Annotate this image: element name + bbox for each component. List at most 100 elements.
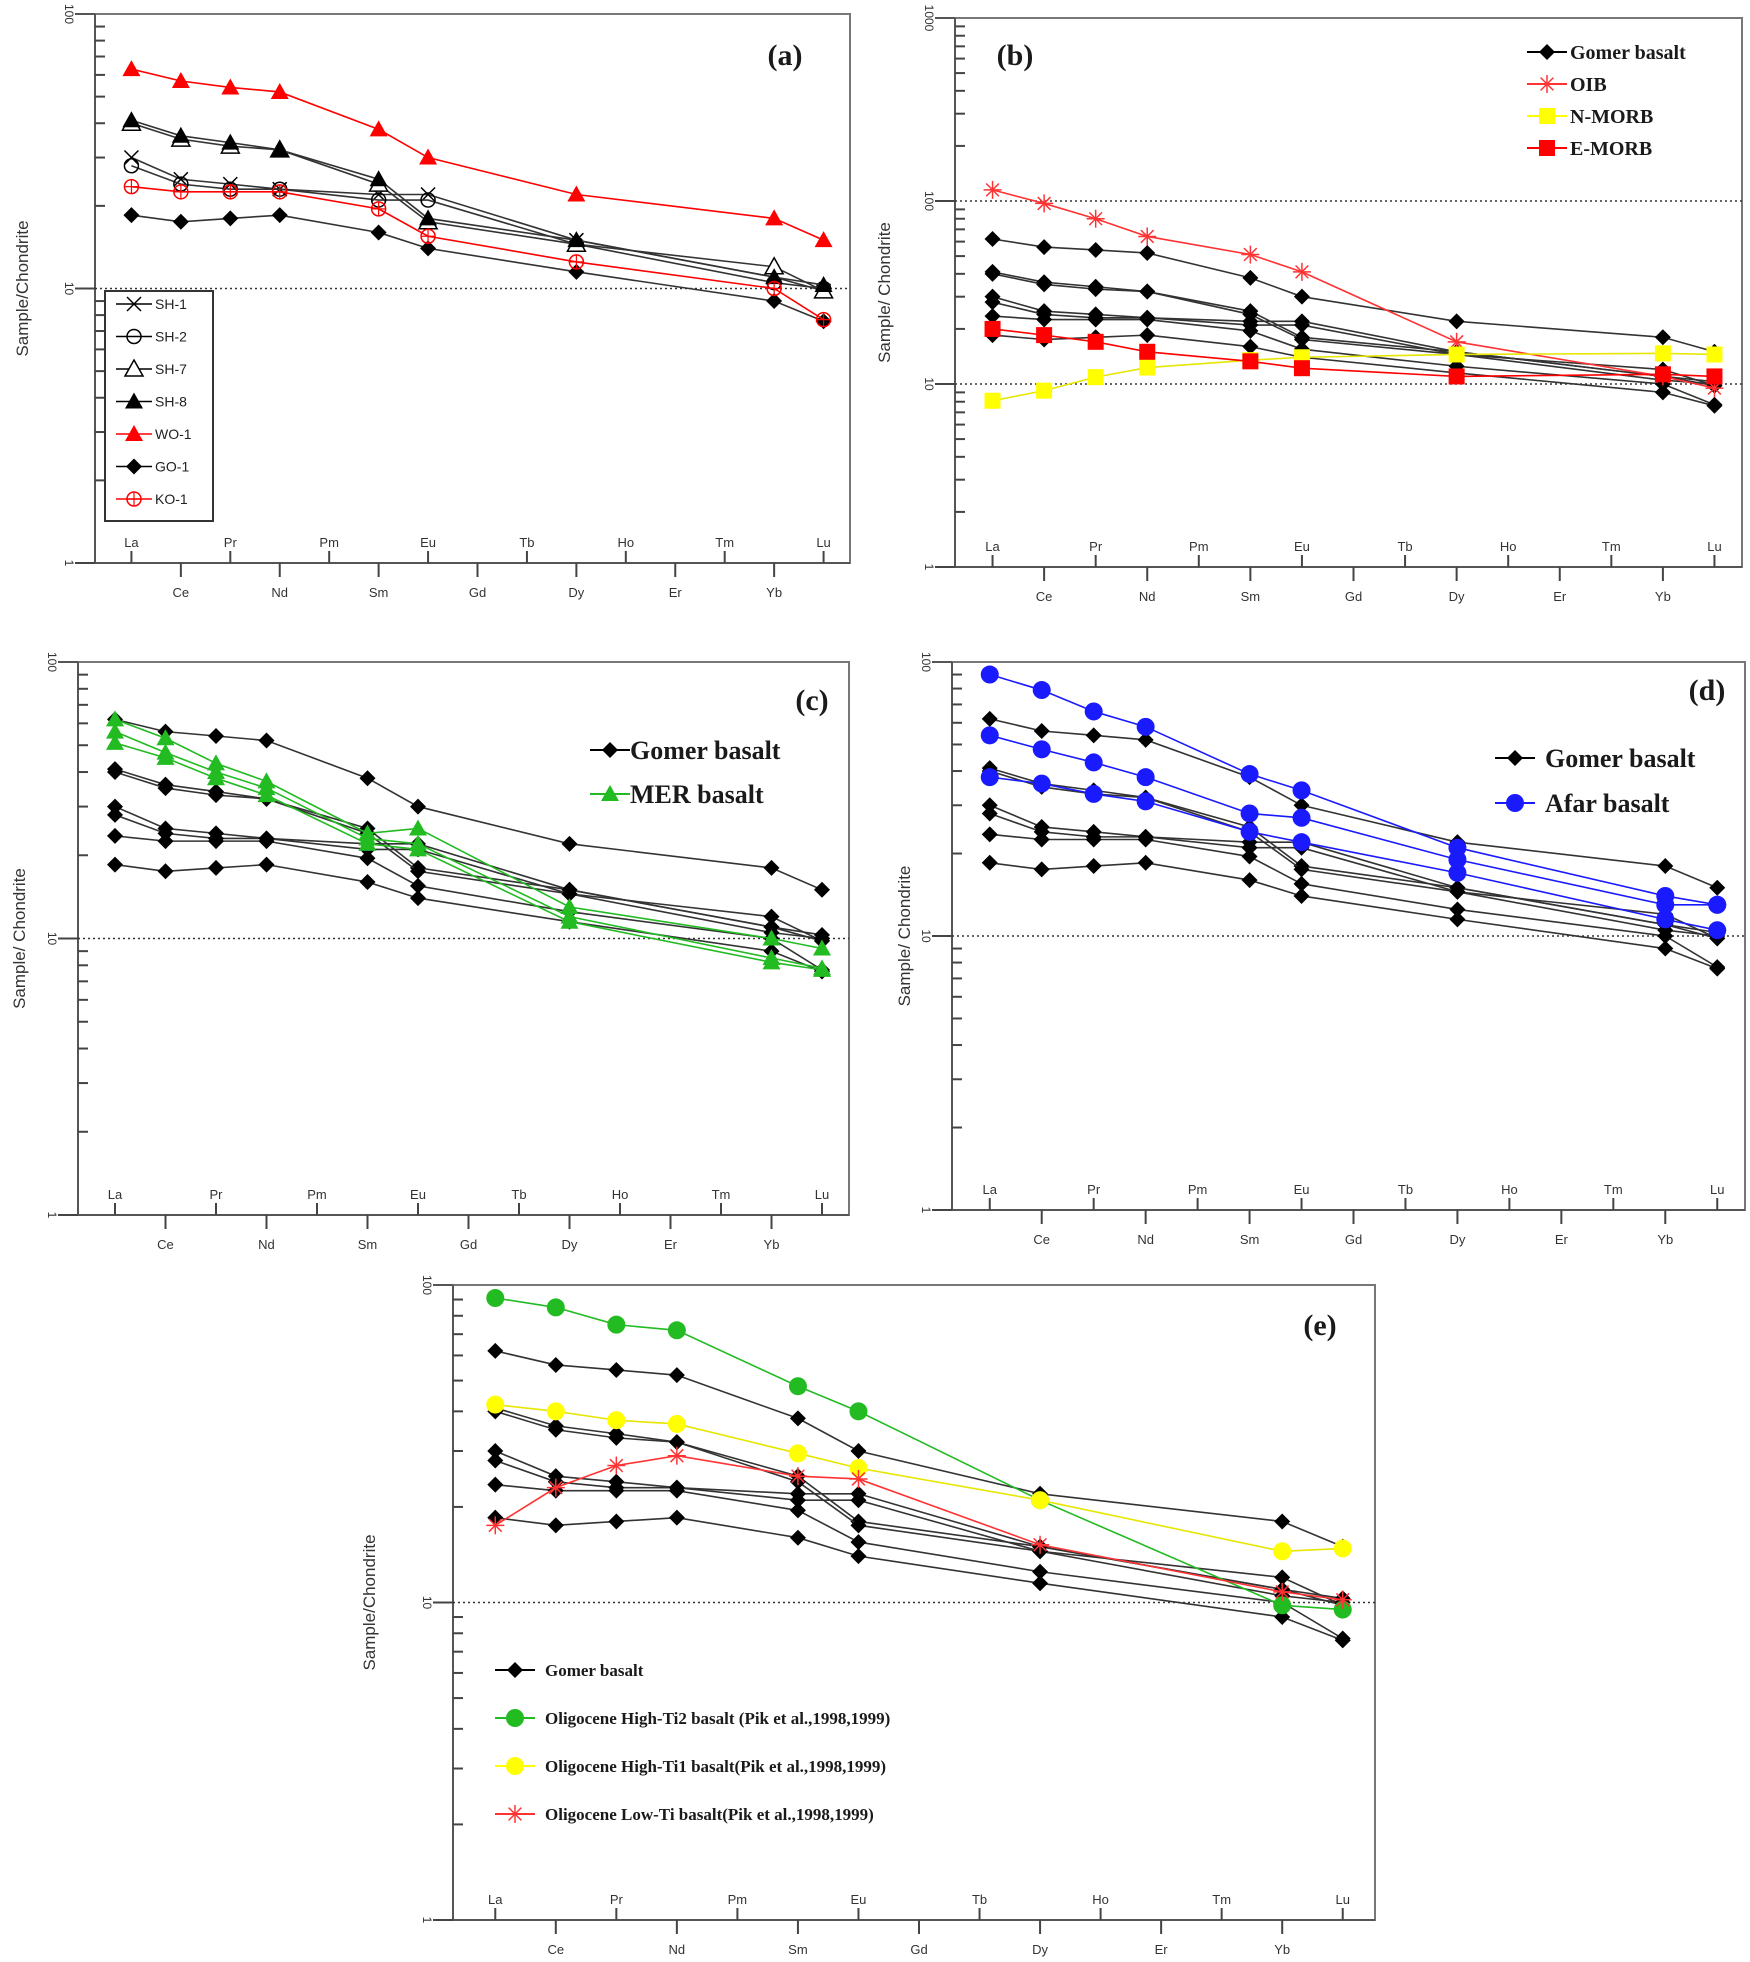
data-point bbox=[270, 140, 289, 157]
data-point bbox=[1087, 333, 1104, 350]
data-point bbox=[608, 1482, 625, 1499]
chart-panel-c: 1 10 100 La Ce Pr Nd Pm Sm Eu Gd Tb Dy Ho Er Tm Yb Lu Samp… bbox=[10, 652, 850, 1252]
data-point bbox=[420, 192, 436, 208]
data-point bbox=[271, 207, 288, 224]
x-tick-label: Er bbox=[1553, 589, 1567, 604]
series-line bbox=[114, 863, 823, 973]
x-tick-label: Er bbox=[664, 1237, 678, 1252]
data-point bbox=[766, 293, 783, 310]
series-line bbox=[131, 214, 824, 322]
legend-item: GO-1 bbox=[116, 458, 189, 475]
data-point bbox=[1657, 928, 1674, 944]
series-gomer-basalt bbox=[981, 854, 1726, 977]
data-point bbox=[123, 158, 140, 174]
data-point bbox=[1031, 1535, 1050, 1554]
data-point bbox=[487, 1342, 504, 1359]
x-tick-label: Tb bbox=[972, 1892, 987, 1907]
data-point bbox=[1708, 895, 1727, 914]
data-point bbox=[271, 184, 288, 200]
data-point bbox=[1273, 1596, 1292, 1615]
legend-label: SH-7 bbox=[155, 361, 187, 377]
data-point bbox=[1292, 781, 1311, 800]
data-point bbox=[1242, 322, 1259, 339]
legend-item: SH-1 bbox=[116, 296, 187, 312]
x-tick-label: Ce bbox=[547, 1942, 564, 1957]
y-tick-label: 100 bbox=[922, 191, 936, 211]
x-tick-label: Ce bbox=[1036, 589, 1053, 604]
data-point bbox=[123, 149, 139, 166]
data-point bbox=[1292, 833, 1311, 852]
data-point bbox=[1706, 397, 1723, 414]
legend-label: E-MORB bbox=[1570, 138, 1652, 160]
legend-marker-icon bbox=[506, 1805, 524, 1823]
series-gomer-basalt bbox=[981, 826, 1726, 976]
y-tick-label: 1000 bbox=[922, 5, 936, 32]
data-point bbox=[1242, 269, 1259, 286]
data-point bbox=[1293, 331, 1310, 348]
data-point bbox=[1708, 921, 1727, 940]
legend-marker-icon bbox=[1538, 75, 1556, 93]
data-point bbox=[105, 733, 124, 750]
data-point bbox=[984, 265, 1001, 282]
x-tick-label: Er bbox=[1155, 1942, 1169, 1957]
data-point bbox=[1448, 863, 1467, 882]
data-point bbox=[1139, 343, 1156, 360]
data-point bbox=[608, 1513, 625, 1530]
legend-marker-icon bbox=[1506, 794, 1524, 812]
y-tick-label: 100 bbox=[420, 1275, 434, 1295]
data-point bbox=[1293, 887, 1310, 904]
data-point bbox=[762, 953, 781, 970]
data-point bbox=[106, 798, 123, 815]
legend-label: Oligocene High-Ti2 basalt (Pik et al.,19… bbox=[545, 1709, 890, 1728]
legend-item: Gomer basalt bbox=[590, 736, 781, 765]
data-point bbox=[607, 1456, 626, 1475]
series-oligocene-high-ti1-basalt-pik-et-al-1998-1999- bbox=[486, 1395, 1352, 1561]
legend-item: WO-1 bbox=[116, 425, 192, 442]
panel-label: (b) bbox=[997, 39, 1034, 72]
data-point bbox=[1087, 281, 1104, 298]
legend-item: OIB bbox=[1527, 74, 1607, 96]
data-point bbox=[789, 1529, 806, 1546]
data-point bbox=[1138, 227, 1157, 246]
legend-label: Gomer basalt bbox=[630, 736, 781, 765]
chart-panel-a: 1 10 100 La Ce Pr Nd Pm Sm Eu Gd Tb Dy Ho Er Tm Yb Lu Samp… bbox=[13, 4, 851, 600]
data-point bbox=[1657, 858, 1674, 875]
data-point bbox=[984, 230, 1001, 247]
x-tick-label: Pr bbox=[209, 1187, 223, 1202]
legend-label: SH-1 bbox=[155, 296, 187, 312]
x-tick-label: Ho bbox=[612, 1187, 629, 1202]
chart-panel-e: 1 10 100 La Ce Pr Nd Pm Sm Eu Gd Tb Dy Ho Er Tm Yb Lu Samp… bbox=[360, 1275, 1376, 1957]
series-line bbox=[131, 185, 825, 321]
legend: Gomer basalt Oligocene High-Ti2 basalt (P… bbox=[495, 1661, 890, 1824]
x-tick-label: Sm bbox=[1240, 1232, 1260, 1247]
data-point bbox=[984, 294, 1001, 311]
data-point bbox=[813, 960, 832, 977]
legend-item: Gomer basalt bbox=[1527, 42, 1686, 64]
x-tick-label: Gd bbox=[910, 1942, 927, 1957]
data-point bbox=[1085, 727, 1102, 744]
data-point bbox=[207, 859, 224, 876]
series-line bbox=[131, 156, 824, 292]
legend-label: GO-1 bbox=[155, 459, 189, 475]
data-point bbox=[1032, 1563, 1049, 1580]
y-tick-label: 1 bbox=[919, 1207, 933, 1214]
data-point bbox=[981, 826, 998, 843]
x-tick-label: Pr bbox=[1087, 1182, 1101, 1197]
data-point bbox=[408, 840, 427, 857]
series-line bbox=[989, 861, 1718, 970]
y-tick-label: 1 bbox=[62, 560, 76, 567]
legend-marker-icon bbox=[506, 1709, 524, 1727]
data-point bbox=[222, 210, 239, 227]
data-point bbox=[408, 819, 427, 836]
legend-item: Oligocene High-Ti1 basalt(Pik et al.,199… bbox=[495, 1757, 886, 1776]
data-point bbox=[560, 897, 579, 914]
x-tick-label: Ho bbox=[1092, 1892, 1109, 1907]
y-tick-label: 10 bbox=[420, 1596, 434, 1610]
series-go-1 bbox=[123, 207, 832, 330]
data-point bbox=[1447, 332, 1466, 351]
chart-panel-d: 1 10 100 La Ce Pr Nd Pm Sm Eu Gd Tb Dy Ho Er Tm Yb Lu Samp… bbox=[895, 652, 1746, 1247]
legend-item: Afar basalt bbox=[1495, 789, 1670, 818]
legend-marker-icon bbox=[125, 392, 143, 409]
legend: SH-1 SH-2 SH-7 SH-8 WO-1 GO-1 KO-1 bbox=[104, 290, 214, 522]
legend-label: OIB bbox=[1570, 74, 1607, 96]
